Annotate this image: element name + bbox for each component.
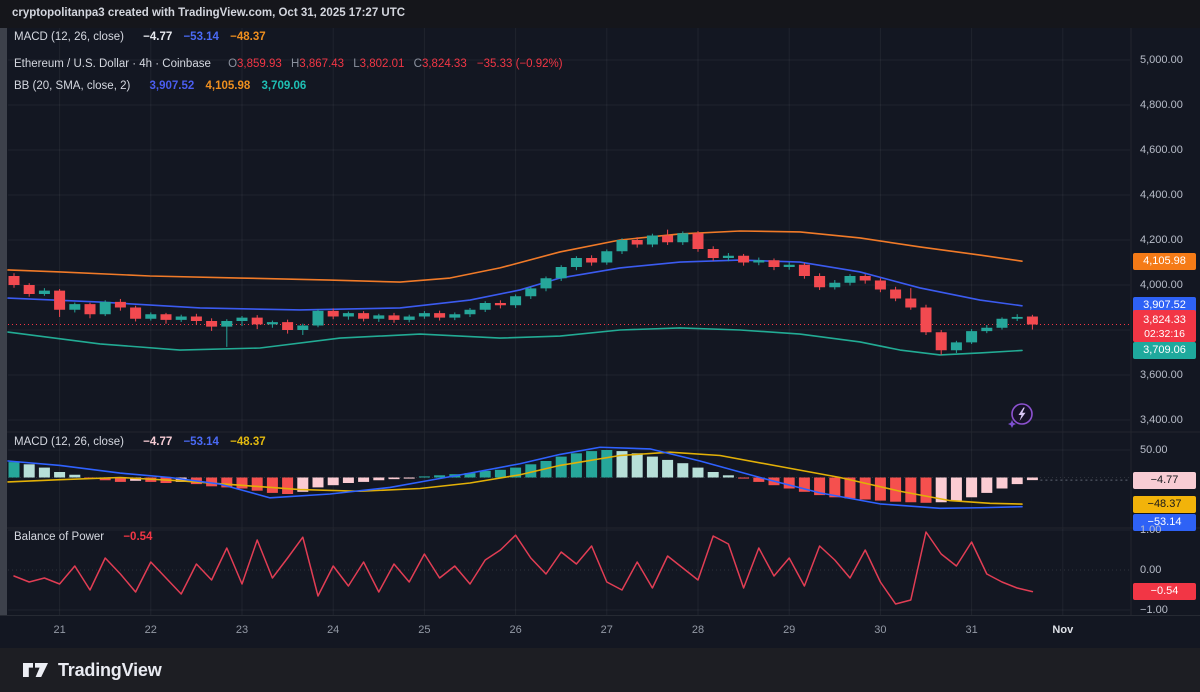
time-axis-label: 24 <box>327 624 340 636</box>
macd-hist-value: −4.77 <box>143 31 173 43</box>
lightning-boost-icon[interactable] <box>1006 400 1036 430</box>
time-axis-label: 31 <box>965 624 978 636</box>
macd-legend-title[interactable]: MACD (12, 26, close) <box>14 31 124 43</box>
bb-legend-title[interactable]: BB (20, SMA, close, 2) <box>14 80 131 92</box>
macd-line-value: −53.14 <box>183 31 219 43</box>
window-edge <box>0 28 7 615</box>
time-axis-label: 22 <box>144 624 157 636</box>
macd-signal-value: −48.37 <box>230 436 266 448</box>
bb-legend: BB (20, SMA, close, 2) 3,907.52 4,105.98… <box>14 80 306 92</box>
symbol-legend: Ethereum / U.S. Dollar · 4h · Coinbase O… <box>14 58 563 70</box>
time-axis-label: 27 <box>600 624 613 636</box>
change-value: −35.33 (−0.92%) <box>476 58 563 70</box>
bb-upper-value: 4,105.98 <box>205 80 251 92</box>
time-axis-label: 23 <box>235 624 249 636</box>
low-value: 3,802.01 <box>359 58 405 70</box>
bop-value: −0.54 <box>123 531 153 543</box>
time-axis-label: 30 <box>874 624 887 636</box>
bb-lower-value: 3,709.06 <box>261 80 307 92</box>
time-axis[interactable] <box>0 615 1200 649</box>
symbol-title[interactable]: Ethereum / U.S. Dollar · 4h · Coinbase <box>14 58 211 70</box>
time-axis-label: Nov <box>1052 624 1074 636</box>
open-value: 3,859.93 <box>237 58 282 70</box>
macd-signal-value: −48.37 <box>230 31 266 43</box>
time-axis-label: 21 <box>53 624 66 636</box>
high-value: 3,867.43 <box>299 58 345 70</box>
bb-basis-value: 3,907.52 <box>149 80 195 92</box>
time-axis-label: 29 <box>783 624 796 636</box>
bop-legend: Balance of Power −0.54 <box>14 531 152 543</box>
tradingview-logo-mark <box>23 663 48 677</box>
macd-legend-panel: MACD (12, 26, close) −4.77 −53.14 −48.37 <box>14 436 266 448</box>
bottom-bar: TradingView <box>0 648 1200 692</box>
macd-legend-title[interactable]: MACD (12, 26, close) <box>14 436 124 448</box>
macd-hist-value: −4.77 <box>143 436 173 448</box>
close-value: 3,824.33 <box>421 58 467 70</box>
header-strip <box>0 0 1200 28</box>
tradingview-logo-text: TradingView <box>58 659 162 680</box>
bop-legend-title[interactable]: Balance of Power <box>14 531 105 543</box>
attribution-text: cryptopolitanpa3 created with TradingVie… <box>12 7 406 19</box>
open-label: O <box>228 58 238 70</box>
close-label: C <box>413 58 422 70</box>
macd-legend-top: MACD (12, 26, close) −4.77 −53.14 −48.37 <box>14 31 266 43</box>
high-label: H <box>290 58 300 70</box>
time-axis-label: 26 <box>509 624 522 636</box>
low-label: L <box>353 58 360 70</box>
time-axis-label: 28 <box>691 624 705 636</box>
macd-line-value: −53.14 <box>183 436 219 448</box>
tradingview-logo[interactable]: TradingView <box>22 658 162 682</box>
time-axis-label: 25 <box>418 624 431 636</box>
